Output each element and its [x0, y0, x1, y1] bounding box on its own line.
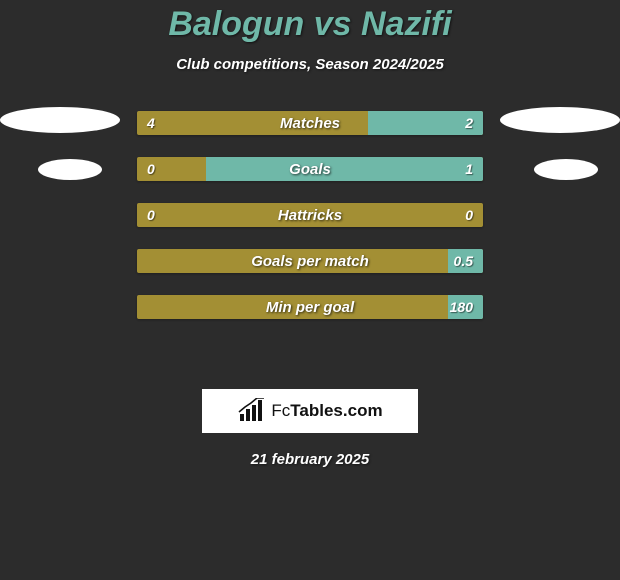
stat-row: 0.5 Goals per match — [137, 249, 483, 273]
avatar-left-primary — [0, 107, 120, 133]
stat-value-right: 2 — [465, 111, 473, 135]
chart-area: 4 2 Matches 0 1 Goals 0 0 Hattricks 0.5 … — [0, 111, 620, 371]
stat-rows: 4 2 Matches 0 1 Goals 0 0 Hattricks 0.5 … — [137, 111, 483, 319]
stat-row: 0 1 Goals — [137, 157, 483, 181]
stat-label: Min per goal — [137, 295, 483, 319]
brand-text: FcTables.com — [271, 401, 382, 421]
stat-value-right: 180 — [450, 295, 473, 319]
stat-label: Goals per match — [137, 249, 483, 273]
stat-value-right: 0 — [465, 203, 473, 227]
bar-right-segment — [206, 157, 483, 181]
stat-value-right: 1 — [465, 157, 473, 181]
avatar-right-primary — [500, 107, 620, 133]
brand-logo: FcTables.com — [202, 389, 418, 433]
date-text: 21 february 2025 — [0, 451, 620, 468]
stat-value-left: 4 — [147, 111, 155, 135]
page-title: Balogun vs Nazifi — [0, 5, 620, 44]
comparison-infographic: Balogun vs Nazifi Club competitions, Sea… — [0, 0, 620, 468]
stat-value-left: 0 — [147, 157, 155, 181]
stat-value-right: 0.5 — [454, 249, 473, 273]
avatar-left-secondary — [38, 159, 102, 180]
stat-value-left: 0 — [147, 203, 155, 227]
stat-row: 4 2 Matches — [137, 111, 483, 135]
stat-row: 180 Min per goal — [137, 295, 483, 319]
stat-label: Hattricks — [137, 203, 483, 227]
avatar-right-secondary — [534, 159, 598, 180]
subtitle: Club competitions, Season 2024/2025 — [0, 56, 620, 73]
stat-row: 0 0 Hattricks — [137, 203, 483, 227]
chart-icon — [237, 398, 267, 424]
